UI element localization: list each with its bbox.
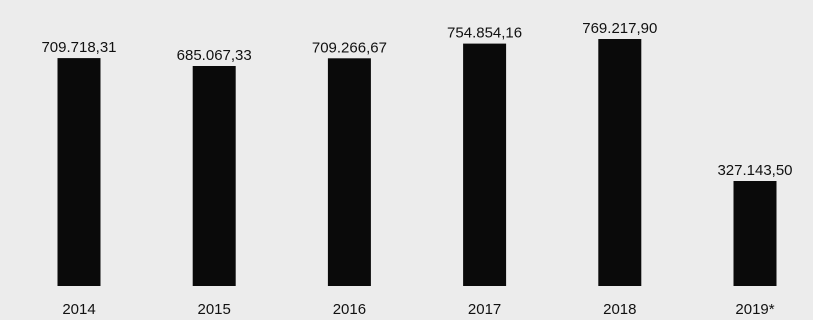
value-label-2015: 685.067,33	[177, 47, 252, 64]
bars-group	[57, 39, 777, 286]
value-label-2016: 709.266,67	[312, 39, 387, 56]
bar-2015	[192, 66, 236, 286]
x-tick-label-2015: 2015	[198, 301, 231, 318]
bar-2016	[327, 58, 371, 286]
value-label-2014: 709.718,31	[41, 39, 116, 56]
bar-2014	[57, 58, 101, 286]
x-tick-label-2018: 2018	[603, 301, 636, 318]
bar-2017	[463, 43, 507, 286]
value-labels-group: 709.718,31 685.067,33 709.266,67 754.854,16…	[41, 20, 792, 179]
value-label-2017: 754.854,16	[447, 25, 522, 42]
x-tick-label-2019*: 2019*	[735, 301, 774, 318]
value-label-2018: 769.217,90	[582, 20, 657, 37]
bar-2019*	[733, 181, 777, 286]
x-tick-label-2016: 2016	[333, 301, 366, 318]
bar-2018	[598, 39, 642, 286]
x-tick-label-2017: 2017	[468, 301, 501, 318]
x-axis-ticks: 2014 2015 2016 2017 2018 2019*	[62, 301, 774, 318]
x-tick-label-2014: 2014	[62, 301, 95, 318]
value-label-2019*: 327.143,50	[717, 162, 792, 179]
